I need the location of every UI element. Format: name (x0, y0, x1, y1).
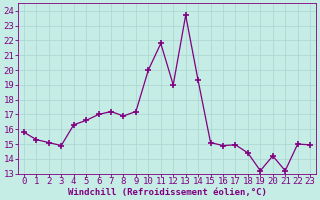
X-axis label: Windchill (Refroidissement éolien,°C): Windchill (Refroidissement éolien,°C) (68, 188, 267, 197)
